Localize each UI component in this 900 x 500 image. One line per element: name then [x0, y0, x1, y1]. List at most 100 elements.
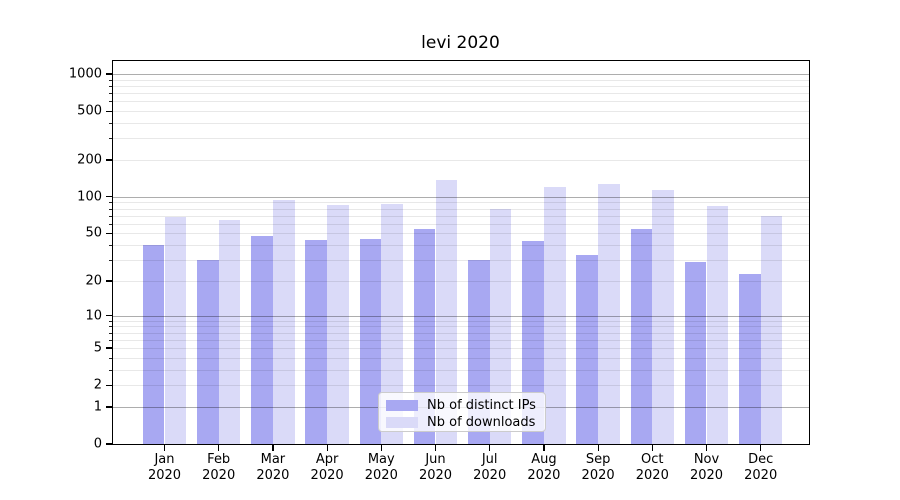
legend-item-distinct-ips: Nb of distinct IPs: [386, 397, 545, 413]
y-minor-tick-mark: [108, 215, 112, 217]
y-tick-label: 1000: [68, 66, 102, 82]
chart-title: levi 2020: [421, 33, 500, 53]
y-tick-mark: [106, 315, 112, 317]
bar-ips-dec: [739, 273, 761, 444]
legend-swatch-distinct-ips-icon: [386, 399, 418, 411]
x-tick-label: Feb 2020: [202, 452, 236, 483]
bar-downloads-nov: [706, 206, 729, 444]
bar-downloads-aug: [543, 187, 566, 444]
y-minor-tick-mark: [108, 138, 112, 140]
x-tick-mark: [434, 445, 437, 451]
x-tick-mark: [597, 445, 599, 451]
y-minor-tick-mark: [108, 260, 112, 262]
gridline-minor: [113, 123, 809, 124]
bar-ips-jun: [413, 229, 436, 444]
x-tick-mark: [651, 445, 653, 451]
gridline-minor: [113, 85, 809, 87]
x-tick-label: Aug 2020: [527, 452, 561, 483]
y-minor-tick-mark: [108, 245, 112, 247]
bar-downloads-jun: [435, 179, 458, 444]
y-minor-tick-mark: [108, 101, 112, 103]
legend-swatch-downloads-icon: [386, 416, 418, 428]
y-minor-tick-mark: [108, 332, 112, 334]
bar-ips-feb: [197, 260, 219, 444]
x-tick-label: May 2020: [364, 452, 398, 483]
bar-downloads-oct: [652, 189, 674, 444]
y-minor-tick-mark: [108, 326, 112, 328]
y-minor-tick-mark: [108, 208, 112, 210]
x-tick-mark: [163, 445, 166, 451]
bar-ips-mar: [251, 235, 273, 444]
gridline-minor: [113, 202, 809, 204]
x-tick-mark: [760, 445, 762, 451]
y-tick-mark: [106, 73, 112, 75]
y-tick-label: 1: [93, 399, 102, 415]
gridline-minor: [113, 93, 809, 95]
y-minor-tick-mark: [108, 320, 112, 322]
y-minor-tick-mark: [108, 85, 112, 87]
x-tick-label: Dec 2020: [744, 452, 778, 483]
gridline-major: [113, 196, 809, 199]
legend-label-distinct-ips: Nb of distinct IPs: [427, 397, 536, 413]
bar-ips-sep: [576, 255, 599, 444]
legend: Nb of distinct IPs Nb of downloads: [378, 392, 546, 432]
bar-downloads-sep: [598, 183, 620, 444]
x-tick-label: Sep 2020: [581, 452, 615, 483]
bar-ips-oct: [630, 229, 653, 444]
y-minor-tick-mark: [108, 202, 112, 204]
legend-item-downloads: Nb of downloads: [386, 414, 545, 430]
bar-downloads-jan: [164, 217, 187, 444]
bar-ips-apr: [305, 240, 328, 444]
x-tick-mark: [380, 445, 382, 451]
y-minor-tick-mark: [108, 123, 112, 124]
y-minor-tick-mark: [108, 223, 112, 225]
y-tick-mark: [106, 406, 112, 408]
x-tick-label: Nov 2020: [689, 452, 724, 483]
y-minor-tick-mark: [108, 339, 112, 341]
bar-ips-may: [359, 239, 382, 444]
bar-downloads-jul: [489, 209, 512, 444]
y-tick-mark: [106, 384, 112, 386]
y-tick-label: 0: [93, 436, 102, 452]
gridline-minor: [113, 79, 809, 81]
y-tick-mark: [106, 196, 112, 198]
y-tick-mark: [106, 159, 112, 161]
gridline-minor: [113, 233, 809, 235]
y-tick-mark: [106, 280, 112, 282]
x-tick-label: Jan 2020: [147, 452, 182, 483]
y-minor-tick-mark: [108, 357, 112, 359]
bar-downloads-feb: [218, 220, 241, 444]
gridline-minor: [113, 215, 809, 217]
x-tick-label: Oct 2020: [635, 452, 669, 483]
y-tick-mark: [106, 232, 112, 235]
y-tick-label: 2: [93, 377, 102, 393]
bar-downloads-dec: [760, 215, 783, 444]
x-tick-mark: [272, 445, 274, 451]
bar-ips-jan: [142, 245, 165, 444]
x-tick-label: Jun 2020: [418, 452, 453, 483]
bar-downloads-may: [381, 204, 403, 444]
gridline-minor: [113, 138, 809, 140]
x-tick-label: Jul 2020: [473, 452, 507, 483]
x-tick-mark: [326, 445, 328, 451]
x-tick-mark: [218, 445, 220, 451]
y-tick-mark: [106, 347, 112, 349]
bar-downloads-apr: [327, 205, 349, 444]
gridline-minor: [113, 111, 809, 113]
x-tick-label: Mar 2020: [256, 452, 290, 483]
gridline-minor: [113, 208, 809, 210]
y-tick-label: 50: [85, 225, 102, 241]
y-minor-tick-mark: [108, 79, 112, 81]
gridline-minor: [113, 245, 809, 247]
gridline-minor: [113, 160, 809, 161]
y-tick-label: 100: [77, 189, 102, 205]
y-tick-label: 5: [93, 340, 102, 356]
x-tick-label: Apr 2020: [310, 452, 344, 483]
y-minor-tick-mark: [108, 369, 112, 371]
y-tick-label: 500: [77, 103, 102, 119]
gridline-major: [113, 74, 809, 76]
x-tick-mark: [705, 445, 708, 451]
x-tick-mark: [489, 445, 491, 451]
y-tick-mark: [106, 110, 112, 112]
bar-ips-nov: [684, 261, 707, 444]
